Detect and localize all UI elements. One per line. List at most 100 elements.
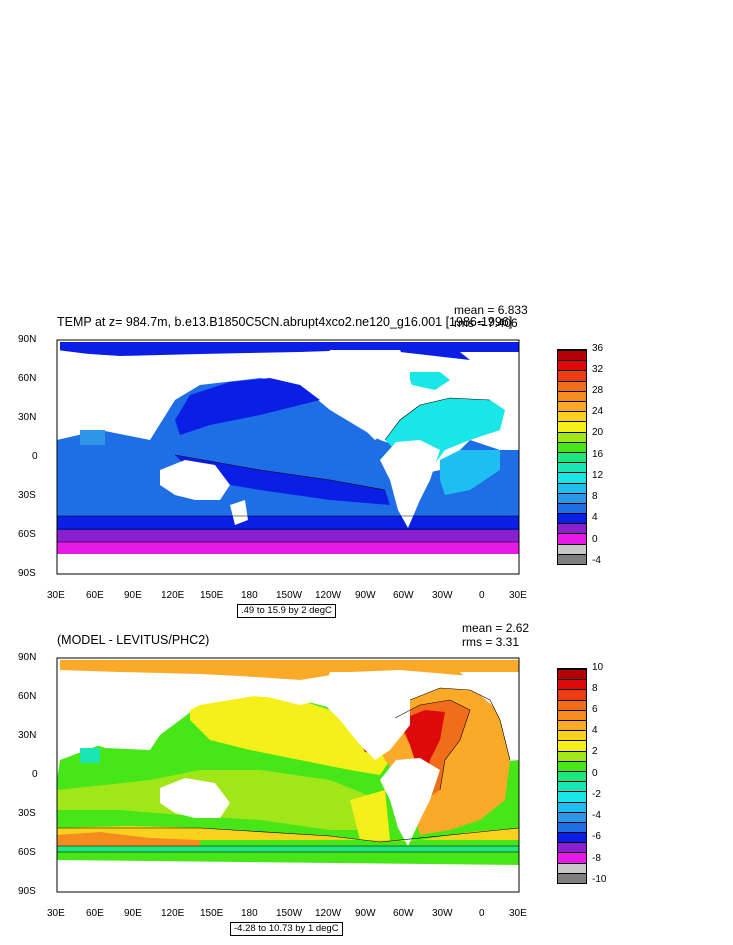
colorbar-swatch <box>558 411 586 422</box>
colorbar-tick-label: 8 <box>592 491 598 502</box>
lat-tick-label: 60N <box>18 691 37 702</box>
lon-tick-label: 60E <box>86 908 104 919</box>
lat-tick-label: 60S <box>18 529 36 540</box>
lat-tick-label: 90N <box>18 652 37 663</box>
colorbar <box>557 349 587 565</box>
lon-tick-label: 60E <box>86 590 104 601</box>
colorbar-swatch <box>558 482 586 493</box>
lon-tick-label: 180 <box>241 590 258 601</box>
colorbar-swatch <box>558 842 586 853</box>
lat-tick-label: 90N <box>18 334 37 345</box>
colorbar-tick-label: -6 <box>592 831 601 842</box>
lon-tick-label: 150E <box>200 590 224 601</box>
colorbar-swatch <box>558 720 586 731</box>
colorbar-tick-label: -2 <box>592 789 601 800</box>
colorbar-swatch <box>558 801 586 812</box>
colorbar-swatch <box>558 862 586 873</box>
contour-info-box: .49 to 15.9 by 2 degC <box>237 604 336 618</box>
colorbar-swatch <box>558 441 586 452</box>
colorbar-swatch <box>558 350 586 361</box>
lon-tick-label: 60W <box>393 590 414 601</box>
mean-label: mean = 2.62 <box>462 621 530 635</box>
colorbar-tick-label: 36 <box>592 343 604 354</box>
colorbar-swatch <box>558 821 586 833</box>
colorbar-swatch <box>558 533 586 544</box>
colorbar-tick-label: 2 <box>592 746 598 757</box>
lon-tick-label: 90E <box>124 590 142 601</box>
lon-tick-label: 150W <box>276 590 303 601</box>
colorbar-tick-label: -8 <box>592 853 601 864</box>
colorbar-swatch <box>558 502 586 514</box>
lon-tick-label: 30E <box>509 908 527 919</box>
colorbar-swatch <box>558 699 586 710</box>
colorbar-tick-label: 0 <box>592 768 598 779</box>
colorbar-tick-label: -10 <box>592 874 607 885</box>
map-frame <box>56 657 520 893</box>
colorbar-swatch <box>558 689 586 700</box>
colorbar-swatch <box>558 401 586 412</box>
lon-tick-label: 30W <box>432 908 453 919</box>
colorbar-tick-label: -4 <box>592 555 601 566</box>
lon-tick-label: 30E <box>509 590 527 601</box>
colorbar-swatch <box>558 679 586 690</box>
mean-label: mean = 6.833 <box>454 303 528 317</box>
colorbar-swatch <box>558 781 586 792</box>
colorbar-swatch <box>558 740 586 751</box>
colorbar-swatch <box>558 360 586 371</box>
lat-tick-label: 60S <box>18 847 36 858</box>
colorbar-swatch <box>558 421 586 432</box>
colorbar-swatch <box>558 492 586 503</box>
lon-tick-label: 150E <box>200 908 224 919</box>
lat-tick-label: 90S <box>18 886 36 897</box>
colorbar-swatch <box>558 770 586 782</box>
lat-tick-label: 30N <box>18 730 37 741</box>
colorbar-tick-label: 32 <box>592 364 604 375</box>
difference-field <box>57 660 519 892</box>
rms-label: rms = 7.406 <box>454 316 518 330</box>
lon-tick-label: 0 <box>479 908 485 919</box>
colorbar-tick-label: 4 <box>592 512 598 523</box>
colorbar-tick-label: 10 <box>592 662 604 673</box>
colorbar-swatch <box>558 380 586 391</box>
colorbar-swatch <box>558 451 586 463</box>
colorbar-swatch <box>558 852 586 863</box>
colorbar-swatch <box>558 462 586 473</box>
lat-tick-label: 30N <box>18 412 37 423</box>
lon-tick-label: 90W <box>355 908 376 919</box>
colorbar-tick-label: 4 <box>592 725 598 736</box>
lon-tick-label: 120E <box>161 908 185 919</box>
colorbar-swatch <box>558 431 586 442</box>
contour-info-box: -4.28 to 10.73 by 1 degC <box>230 922 343 936</box>
lon-tick-label: 120W <box>315 590 342 601</box>
colorbar-swatch <box>558 730 586 741</box>
lon-tick-label: 150W <box>276 908 303 919</box>
lat-tick-label: 0 <box>32 769 38 780</box>
colorbar-swatch <box>558 513 586 524</box>
lat-tick-label: 60N <box>18 373 37 384</box>
colorbar-tick-label: 12 <box>592 470 604 481</box>
lon-tick-label: 90W <box>355 590 376 601</box>
lat-tick-label: 30S <box>18 808 36 819</box>
lat-tick-label: 0 <box>32 451 38 462</box>
colorbar-swatch <box>558 669 586 680</box>
lon-tick-label: 30E <box>47 908 65 919</box>
colorbar-tick-label: 8 <box>592 683 598 694</box>
lon-tick-label: 120E <box>161 590 185 601</box>
lon-tick-label: 180 <box>241 908 258 919</box>
map-title: TEMP at z= 984.7m, b.e13.B1850C5CN.abrup… <box>57 315 513 329</box>
colorbar <box>557 668 587 884</box>
colorbar-tick-label: 28 <box>592 385 604 396</box>
colorbar-tick-label: 6 <box>592 704 598 715</box>
lon-tick-label: 90E <box>124 908 142 919</box>
colorbar-swatch <box>558 760 586 771</box>
colorbar-swatch <box>558 370 586 381</box>
colorbar-tick-label: 20 <box>592 427 604 438</box>
colorbar-tick-label: 16 <box>592 449 604 460</box>
colorbar-tick-label: -4 <box>592 810 601 821</box>
rms-label: rms = 3.31 <box>462 635 520 649</box>
colorbar-swatch <box>558 872 586 883</box>
lon-tick-label: 30E <box>47 590 65 601</box>
lat-tick-label: 30S <box>18 490 36 501</box>
